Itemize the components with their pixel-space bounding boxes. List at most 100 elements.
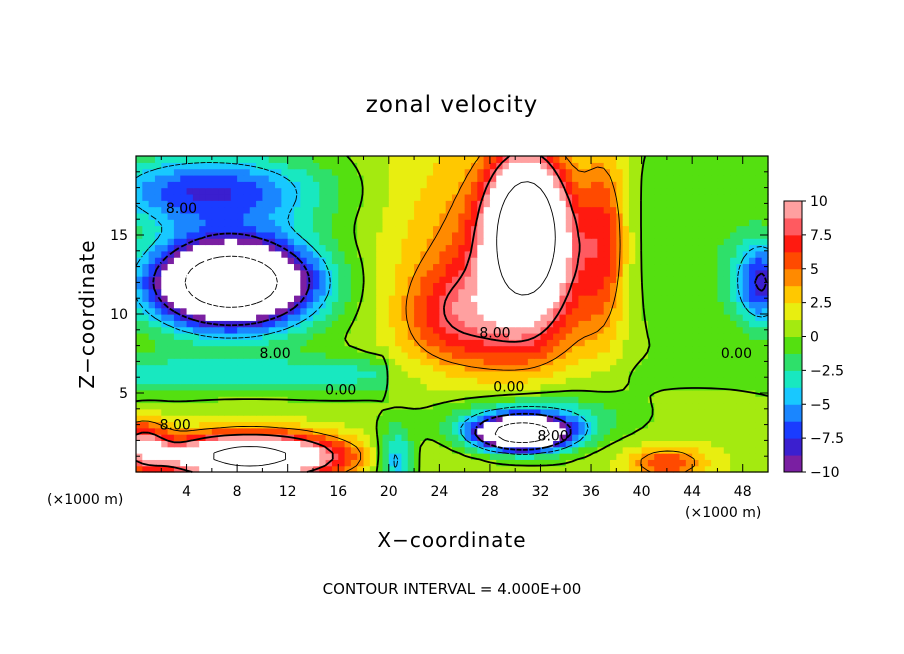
field-cell [167, 358, 175, 366]
field-cell [452, 212, 459, 220]
field-cell [192, 453, 200, 460]
field-cell [211, 295, 219, 302]
field-cell [205, 276, 213, 283]
field-cell [578, 314, 586, 321]
field-cell [439, 402, 447, 410]
field-cell [186, 187, 194, 195]
field-cell [540, 269, 548, 277]
field-cell [483, 459, 491, 467]
field-cell [534, 238, 542, 246]
field-cell [534, 282, 542, 290]
field-cell [388, 440, 396, 448]
field-cell [325, 206, 333, 214]
field-cell [369, 446, 377, 454]
field-cell [477, 288, 485, 296]
field-cell [199, 168, 207, 176]
field-cell [376, 162, 384, 170]
field-cell [749, 174, 756, 182]
field-cell [388, 225, 396, 233]
field-cell [508, 174, 516, 182]
field-cell [742, 383, 750, 391]
field-cell [489, 402, 497, 410]
field-cell [180, 396, 188, 404]
field-cell [578, 440, 586, 448]
field-cell [660, 459, 668, 467]
field-cell [148, 244, 156, 252]
velocity-field [136, 156, 769, 473]
field-cell [205, 383, 213, 391]
field-cell [654, 383, 662, 391]
field-cell [610, 314, 617, 321]
field-cell [287, 307, 295, 315]
field-cell [673, 332, 681, 340]
field-cell [237, 219, 245, 227]
field-cell [312, 276, 320, 283]
field-cell [470, 307, 478, 315]
field-cell [230, 193, 238, 201]
field-cell [287, 427, 295, 435]
field-cell [572, 314, 579, 321]
field-cell [591, 181, 598, 189]
field-cell [559, 156, 567, 163]
field-cell [546, 301, 554, 309]
field-cell [470, 238, 478, 246]
field-cell [603, 295, 611, 302]
field-cell [559, 408, 567, 416]
field-cell [357, 225, 365, 233]
field-cell [761, 446, 769, 454]
field-cell [591, 238, 598, 246]
field-cell [401, 301, 409, 309]
field-cell [173, 187, 181, 195]
field-cell [154, 408, 162, 416]
field-cell [572, 174, 579, 182]
field-cell [350, 370, 358, 378]
field-cell [312, 288, 320, 296]
field-cell [319, 295, 327, 302]
field-cell [331, 231, 339, 239]
field-cell [464, 465, 472, 473]
field-cell [300, 345, 308, 353]
field-cell [572, 276, 579, 283]
field-cell [287, 162, 295, 170]
field-cell [534, 358, 542, 366]
field-cell [294, 156, 301, 163]
field-cell [647, 377, 655, 385]
field-cell [161, 225, 169, 233]
field-cell [660, 332, 668, 340]
field-cell [199, 427, 207, 435]
field-cell [723, 219, 731, 227]
field-cell [666, 396, 674, 404]
field-cell [685, 396, 693, 404]
field-cell [363, 282, 371, 290]
field-cell [388, 276, 396, 283]
field-cell [515, 465, 523, 473]
field-cell [458, 332, 466, 340]
field-cell [243, 219, 251, 227]
field-cell [502, 200, 510, 208]
field-cell [698, 238, 706, 246]
field-cell [723, 257, 731, 265]
field-cell [275, 332, 282, 340]
field-cell [388, 244, 396, 252]
field-cell [761, 193, 769, 201]
field-cell [749, 364, 756, 372]
field-cell [673, 415, 681, 423]
field-cell [312, 351, 320, 359]
field-cell [312, 219, 320, 227]
field-cell [477, 206, 485, 214]
field-cell [218, 383, 226, 391]
field-cell [344, 446, 352, 454]
field-cell [711, 276, 719, 283]
field-cell [508, 408, 516, 416]
field-cell [603, 332, 611, 340]
field-cell [458, 377, 466, 385]
field-cell [325, 383, 333, 391]
field-cell [654, 364, 662, 372]
field-cell [426, 250, 434, 258]
field-cell [433, 219, 440, 227]
field-cell [610, 200, 617, 208]
field-cell [496, 225, 504, 233]
field-cell [439, 276, 447, 283]
field-cell [572, 282, 579, 290]
field-cell [673, 383, 681, 391]
